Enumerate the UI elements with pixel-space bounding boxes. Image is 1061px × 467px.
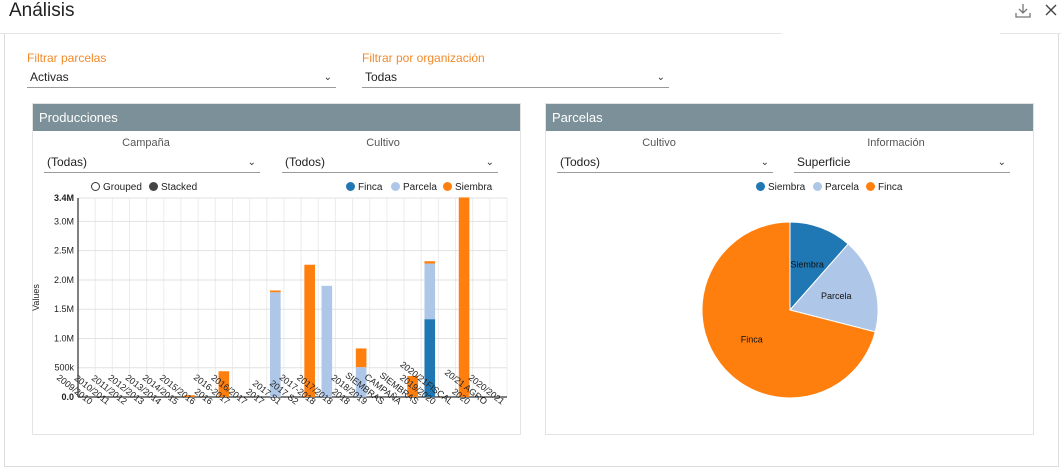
close-icon[interactable] <box>1043 2 1059 18</box>
campana-select[interactable]: (Todas) ⌄ <box>44 153 260 173</box>
pie-slice-finca <box>701 221 876 399</box>
legend-parcela-label: Parcela <box>403 182 437 193</box>
pie-legend-siembra[interactable]: Siembra <box>756 182 805 193</box>
producciones-bar-chart: 0.0500k1.0M1.5M2.0M2.5M3.0M3.4MValues200… <box>32 193 508 407</box>
pie-legend-siembra-label: Siembra <box>768 182 806 193</box>
pie-label-parcela: Parcela <box>821 291 852 301</box>
chevron-down-icon: ⌄ <box>760 157 769 168</box>
y-tick-label: 3.4M <box>54 193 74 203</box>
cultivo-label: Cultivo <box>366 137 400 149</box>
y-tick-label: 2.5M <box>54 246 74 256</box>
pie-label-siembra: Siembra <box>790 260 824 270</box>
legend-dot-finca <box>346 182 355 191</box>
grouped-toggle[interactable]: Grouped <box>91 182 142 193</box>
y-axis-label: Values <box>32 284 41 311</box>
informacion-value: Superficie <box>797 155 851 169</box>
legend-siembra-label: Siembra <box>455 182 493 193</box>
legend-siembra[interactable]: Siembra <box>443 182 492 193</box>
cultivo-select[interactable]: (Todos) ⌄ <box>282 153 498 173</box>
bar-parcela <box>321 285 333 397</box>
pie-legend-dot-parcela <box>813 182 822 191</box>
campana-label: Campaña <box>122 137 170 149</box>
bar-siembra <box>184 395 195 397</box>
bar-siembra <box>355 348 367 368</box>
y-tick-label: 3.0M <box>54 216 74 226</box>
parcelas-cultivo-label: Cultivo <box>642 137 676 149</box>
bar-parcela <box>270 292 281 397</box>
legend-finca[interactable]: Finca <box>346 182 382 193</box>
bar-siembra <box>424 261 436 264</box>
filter-parcelas-label: Filtrar parcelas <box>27 51 107 65</box>
download-icon[interactable] <box>1014 2 1032 20</box>
stacked-label: Stacked <box>161 182 198 193</box>
informacion-select[interactable]: Superficie ⌄ <box>794 153 1010 173</box>
chevron-down-icon: ⌄ <box>247 157 256 168</box>
pie-legend-parcela-label: Parcela <box>825 182 859 193</box>
stacked-toggle[interactable]: Stacked <box>149 182 197 193</box>
bar-parcela <box>424 263 436 320</box>
radio-filled-icon <box>149 182 158 191</box>
parcelas-cultivo-value: (Todos) <box>560 155 601 169</box>
bar-siembra <box>458 197 470 397</box>
pie-slice-siembra <box>789 221 849 312</box>
campana-value: (Todas) <box>47 155 88 169</box>
bar-finca <box>424 319 436 397</box>
pie-legend-dot-finca <box>866 182 875 191</box>
pie-legend-finca[interactable]: Finca <box>866 182 902 193</box>
bar-siembra <box>304 264 315 397</box>
parcelas-title: Parcelas <box>546 104 1033 131</box>
parcelas-cultivo-select[interactable]: (Todos) ⌄ <box>557 153 773 173</box>
legend-dot-siembra <box>443 182 452 191</box>
bar-siembra <box>407 375 418 397</box>
pie-legend-finca-label: Finca <box>878 182 903 193</box>
parcelas-pie-chart: Siembra Parcela Finca <box>701 221 879 399</box>
y-tick-label: 1.0M <box>54 333 74 343</box>
cultivo-value: (Todos) <box>285 155 326 169</box>
header-overlay <box>782 0 1000 54</box>
header-divider <box>0 33 1061 34</box>
filter-parcelas-select[interactable]: Activas ⌄ <box>27 68 336 88</box>
producciones-title: Producciones <box>33 104 520 131</box>
y-tick-label: 1.5M <box>54 304 74 314</box>
chevron-down-icon: ⌄ <box>323 72 332 83</box>
chevron-down-icon: ⌄ <box>485 157 494 168</box>
filter-org-label: Filtrar por organización <box>362 51 485 65</box>
grouped-label: Grouped <box>103 182 142 193</box>
legend-parcela[interactable]: Parcela <box>391 182 437 193</box>
y-tick-label: 0.0 <box>61 392 74 402</box>
legend-dot-parcela <box>391 182 400 191</box>
y-tick-label: 2.0M <box>54 275 74 285</box>
informacion-label: Información <box>867 137 925 149</box>
pie-legend-parcela[interactable]: Parcela <box>813 182 859 193</box>
chevron-down-icon: ⌄ <box>656 72 665 83</box>
legend-finca-label: Finca <box>358 182 383 193</box>
bar-siembra <box>218 371 230 397</box>
bar-siembra <box>270 290 281 293</box>
bar-parcela <box>355 367 367 397</box>
chevron-down-icon: ⌄ <box>997 157 1006 168</box>
pie-slice-parcela <box>789 243 879 333</box>
pie-label-finca: Finca <box>741 335 763 345</box>
radio-empty-icon <box>91 182 100 191</box>
y-tick-label: 500k <box>54 363 74 373</box>
filter-parcelas-value: Activas <box>30 70 69 84</box>
filter-org-value: Todas <box>365 70 398 84</box>
page-title: Análisis <box>9 0 75 21</box>
filter-org-select[interactable]: Todas ⌄ <box>362 68 669 88</box>
pie-legend-dot-siembra <box>756 182 765 191</box>
